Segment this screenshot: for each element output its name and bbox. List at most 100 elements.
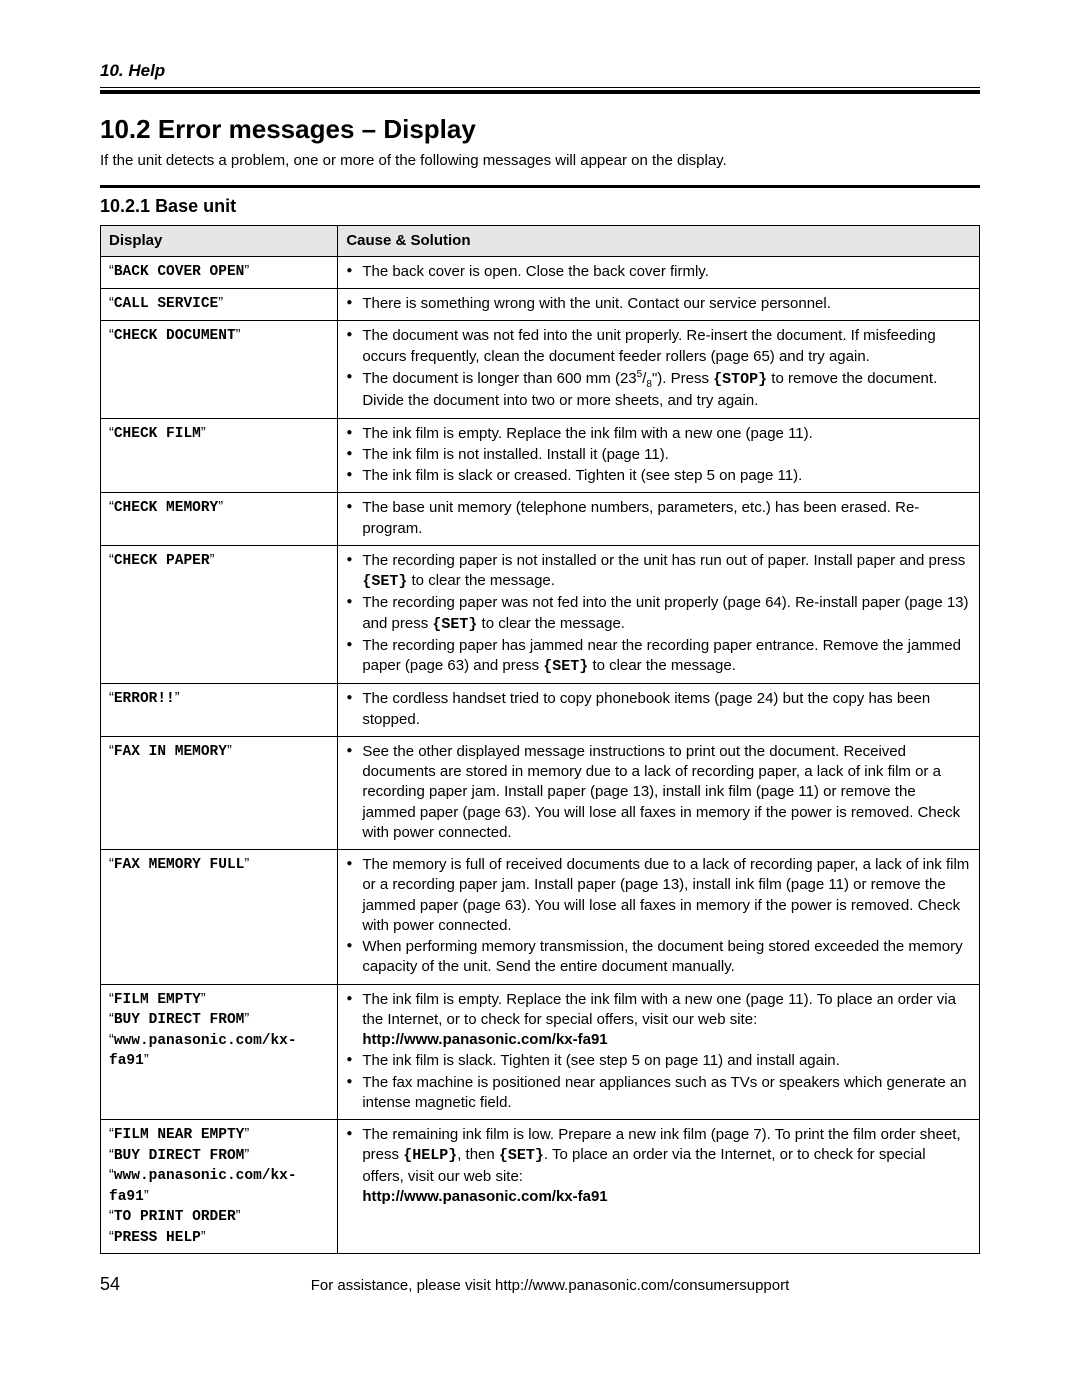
display-message: “TO PRINT ORDER”	[109, 1207, 329, 1228]
solution-item: The ink film is empty. Replace the ink f…	[346, 990, 971, 1051]
solution-item: The ink film is empty. Replace the ink f…	[346, 424, 971, 444]
table-row: “CHECK MEMORY” The base unit memory (tele…	[101, 493, 980, 546]
error-messages-table: Display Cause & Solution “BACK COVER OPE…	[100, 225, 980, 1255]
display-message: “BACK COVER OPEN”	[109, 262, 329, 283]
display-message: “www.panasonic.com/kx-fa91”	[109, 1031, 329, 1072]
solution-cell: The cordless handset tried to copy phone…	[338, 684, 980, 737]
solution-item: The cordless handset tried to copy phone…	[346, 689, 971, 730]
solution-item: The document is longer than 600 mm (235/…	[346, 368, 971, 412]
display-message: “www.panasonic.com/kx-fa91”	[109, 1166, 329, 1207]
solution-item: The base unit memory (telephone numbers,…	[346, 498, 971, 539]
rule-thick	[100, 90, 980, 94]
table-header-row: Display Cause & Solution	[101, 225, 980, 256]
solution-cell: The base unit memory (telephone numbers,…	[338, 493, 980, 546]
display-message: “CHECK PAPER”	[109, 551, 329, 572]
display-cell: “FILM NEAR EMPTY”“BUY DIRECT FROM”“www.p…	[101, 1120, 338, 1254]
table-row: “CHECK DOCUMENT” The document was not fed…	[101, 321, 980, 418]
display-message: “FAX IN MEMORY”	[109, 742, 329, 763]
display-message: “FILM EMPTY”	[109, 990, 329, 1011]
section-number: 10.2	[100, 114, 151, 144]
solution-list: The ink film is empty. Replace the ink f…	[346, 990, 971, 1114]
solution-list: The ink film is empty. Replace the ink f…	[346, 424, 971, 487]
solution-item: The ink film is not installed. Install i…	[346, 445, 971, 465]
display-message: “FAX MEMORY FULL”	[109, 855, 329, 876]
table-row: “FAX IN MEMORY” See the other displayed m…	[101, 736, 980, 849]
display-cell: “CHECK FILM”	[101, 418, 338, 493]
display-cell: “FAX MEMORY FULL”	[101, 850, 338, 985]
solution-cell: The back cover is open. Close the back c…	[338, 256, 980, 288]
solution-item: The fax machine is positioned near appli…	[346, 1073, 971, 1114]
display-message: “ERROR!!”	[109, 689, 329, 710]
solution-cell: The recording paper is not installed or …	[338, 545, 980, 684]
table-row: “CALL SERVICE” There is something wrong w…	[101, 289, 980, 321]
display-message: “FILM NEAR EMPTY”	[109, 1125, 329, 1146]
subsection-number: 10.2.1	[100, 196, 150, 216]
solution-cell: The ink film is empty. Replace the ink f…	[338, 418, 980, 493]
solution-item: The back cover is open. Close the back c…	[346, 262, 971, 282]
display-cell: “CHECK DOCUMENT”	[101, 321, 338, 418]
solution-list: The recording paper is not installed or …	[346, 551, 971, 678]
solution-cell: The ink film is empty. Replace the ink f…	[338, 984, 980, 1120]
page-header: 10. Help	[100, 60, 980, 94]
table-row: “CHECK FILM” The ink film is empty. Repla…	[101, 418, 980, 493]
table-body: “BACK COVER OPEN” The back cover is open.…	[101, 256, 980, 1254]
solution-list: The document was not fed into the unit p…	[346, 326, 971, 411]
table-row: “FAX MEMORY FULL” The memory is full of r…	[101, 850, 980, 985]
solution-item: The recording paper has jammed near the …	[346, 636, 971, 678]
solution-cell: The remaining ink film is low. Prepare a…	[338, 1120, 980, 1254]
display-cell: “FAX IN MEMORY”	[101, 736, 338, 849]
display-message: “CHECK FILM”	[109, 424, 329, 445]
solution-list: The back cover is open. Close the back c…	[346, 262, 971, 282]
solution-list: The remaining ink film is low. Prepare a…	[346, 1125, 971, 1207]
solution-item: The ink film is slack or creased. Tighte…	[346, 466, 971, 486]
rule-thin	[100, 87, 980, 88]
section-title-text: Error messages – Display	[158, 114, 476, 144]
table-row: “BACK COVER OPEN” The back cover is open.…	[101, 256, 980, 288]
display-cell: “CALL SERVICE”	[101, 289, 338, 321]
table-row: “ERROR!!” The cordless handset tried to c…	[101, 684, 980, 737]
solution-list: The memory is full of received documents…	[346, 855, 971, 978]
table-row: “FILM NEAR EMPTY”“BUY DIRECT FROM”“www.p…	[101, 1120, 980, 1254]
solution-list: The cordless handset tried to copy phone…	[346, 689, 971, 730]
display-cell: “CHECK PAPER”	[101, 545, 338, 684]
solution-item: The recording paper was not fed into the…	[346, 593, 971, 635]
solution-item: The memory is full of received documents…	[346, 855, 971, 936]
display-message: “BUY DIRECT FROM”	[109, 1010, 329, 1031]
solution-list: There is something wrong with the unit. …	[346, 294, 971, 314]
solution-item: See the other displayed message instruct…	[346, 742, 971, 843]
header-display: Display	[101, 225, 338, 256]
table-row: “FILM EMPTY”“BUY DIRECT FROM”“www.panaso…	[101, 984, 980, 1120]
solution-cell: The document was not fed into the unit p…	[338, 321, 980, 418]
display-message: “CHECK MEMORY”	[109, 498, 329, 519]
page-footer: 54 For assistance, please visit http://w…	[100, 1272, 980, 1296]
footer-text: For assistance, please visit http://www.…	[160, 1276, 980, 1296]
chapter-label: 10. Help	[100, 60, 980, 83]
header-solution: Cause & Solution	[338, 225, 980, 256]
solution-list: See the other displayed message instruct…	[346, 742, 971, 843]
display-message: “CHECK DOCUMENT”	[109, 326, 329, 347]
subsection-title-text: Base unit	[155, 196, 236, 216]
solution-item: When performing memory transmission, the…	[346, 937, 971, 978]
display-message: “CALL SERVICE”	[109, 294, 329, 315]
solution-item: The recording paper is not installed or …	[346, 551, 971, 593]
page-number: 54	[100, 1272, 120, 1296]
subsection-title: 10.2.1 Base unit	[100, 194, 980, 218]
solution-item: The document was not fed into the unit p…	[346, 326, 971, 367]
solution-list: The base unit memory (telephone numbers,…	[346, 498, 971, 539]
table-row: “CHECK PAPER” The recording paper is not …	[101, 545, 980, 684]
display-cell: “ERROR!!”	[101, 684, 338, 737]
section-title: 10.2 Error messages – Display	[100, 112, 980, 147]
solution-cell: See the other displayed message instruct…	[338, 736, 980, 849]
solution-cell: The memory is full of received documents…	[338, 850, 980, 985]
solution-item: The remaining ink film is low. Prepare a…	[346, 1125, 971, 1207]
display-cell: “FILM EMPTY”“BUY DIRECT FROM”“www.panaso…	[101, 984, 338, 1120]
solution-item: The ink film is slack. Tighten it (see s…	[346, 1051, 971, 1071]
solution-item: There is something wrong with the unit. …	[346, 294, 971, 314]
display-cell: “CHECK MEMORY”	[101, 493, 338, 546]
solution-cell: There is something wrong with the unit. …	[338, 289, 980, 321]
section-rule	[100, 185, 980, 188]
display-message: “BUY DIRECT FROM”	[109, 1146, 329, 1167]
display-cell: “BACK COVER OPEN”	[101, 256, 338, 288]
display-message: “PRESS HELP”	[109, 1228, 329, 1249]
section-intro: If the unit detects a problem, one or mo…	[100, 151, 980, 171]
